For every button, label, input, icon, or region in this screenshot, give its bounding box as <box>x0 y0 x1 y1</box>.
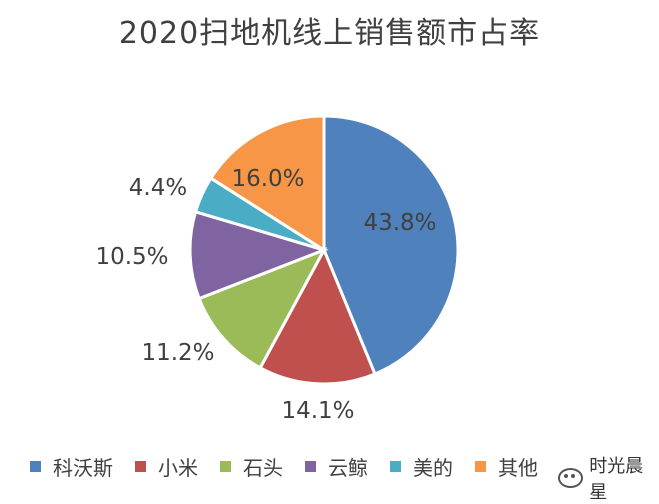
chart-title: 2020扫地机线上销售额市占率 <box>118 16 541 51</box>
pie-slice-5 <box>208 114 326 253</box>
legend: 科沃斯 小米 石头 云鲸 美的 其他 <box>30 452 560 481</box>
legend-swatch <box>390 461 401 472</box>
data-label-0: 43.8% <box>363 210 436 236</box>
legend-label: 石头 <box>243 456 283 480</box>
legend-item-1: 小米 <box>135 452 198 481</box>
data-label-4: 4.4% <box>129 175 187 201</box>
legend-item-5: 其他 <box>475 452 538 481</box>
watermark: 时光晨星 <box>558 452 659 504</box>
legend-swatch <box>305 461 316 472</box>
watermark-text: 时光晨星 <box>589 456 644 503</box>
wechat-icon <box>558 468 584 488</box>
legend-item-3: 云鲸 <box>305 452 368 481</box>
pie-slice-2 <box>197 247 328 370</box>
legend-label: 云鲸 <box>328 456 368 480</box>
legend-swatch <box>220 461 231 472</box>
legend-swatch <box>30 461 41 472</box>
legend-swatch <box>475 461 486 472</box>
data-label-5: 16.0% <box>231 166 304 192</box>
data-label-3: 10.5% <box>95 244 168 270</box>
pie-slice-1 <box>258 246 377 386</box>
legend-label: 其他 <box>498 456 538 480</box>
legend-label: 美的 <box>413 456 453 480</box>
pie-chart: 43.8% 14.1% 11.2% 10.5% 4.4% 16.0% <box>95 114 460 424</box>
data-label-2: 11.2% <box>141 340 214 366</box>
legend-label: 科沃斯 <box>53 456 113 480</box>
legend-swatch <box>135 461 146 472</box>
legend-item-4: 美的 <box>390 452 453 481</box>
pie-slice-3 <box>188 209 329 301</box>
legend-item-0: 科沃斯 <box>30 452 113 481</box>
legend-label: 小米 <box>158 456 198 480</box>
legend-item-2: 石头 <box>220 452 283 481</box>
pie-slice-0 <box>322 114 460 376</box>
data-label-1: 14.1% <box>281 398 354 424</box>
